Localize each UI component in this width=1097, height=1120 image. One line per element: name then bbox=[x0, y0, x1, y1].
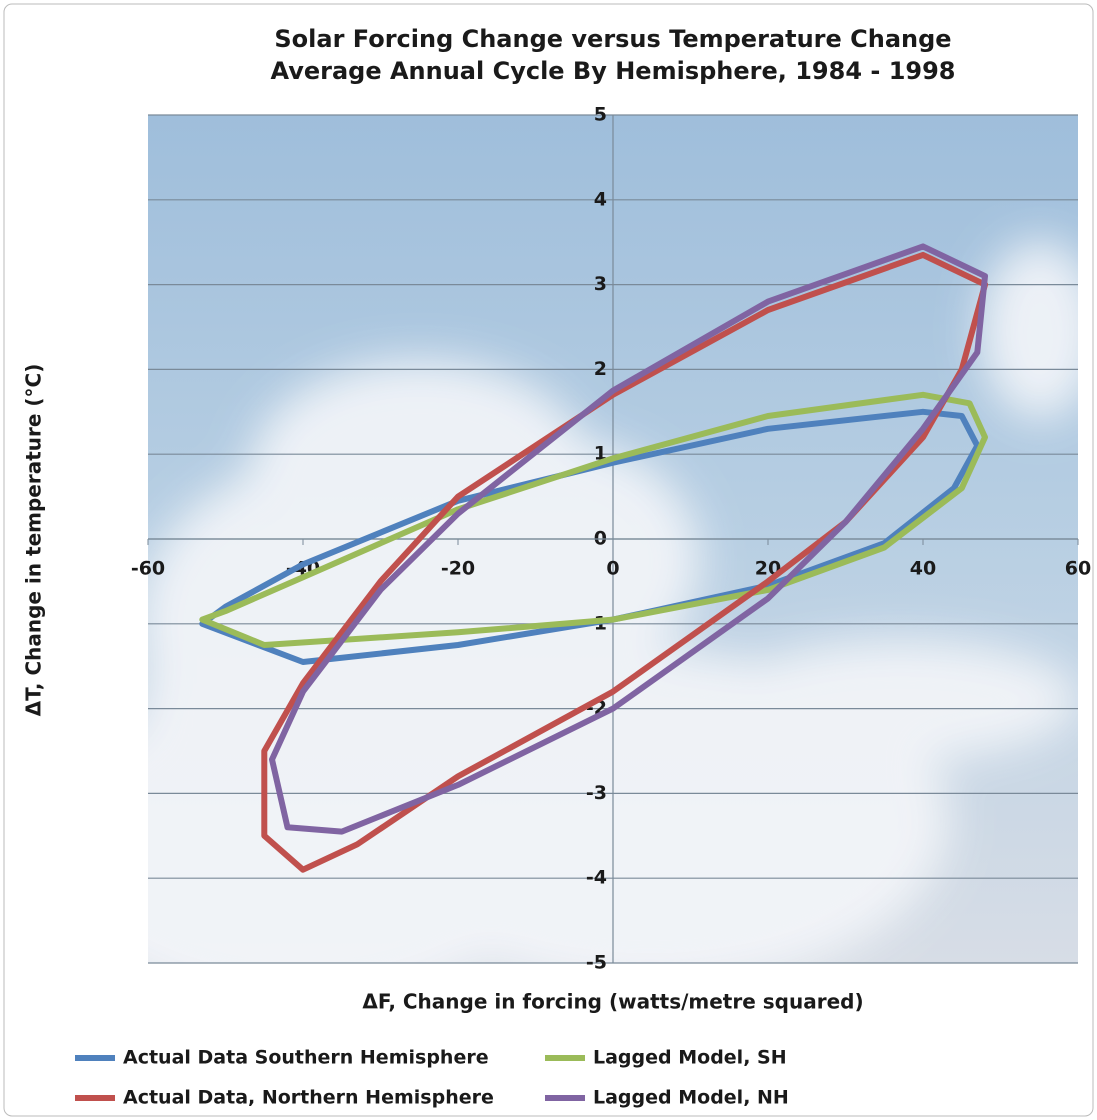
y-axis-label: ΔT, Change in temperature (°C) bbox=[22, 364, 46, 717]
legend-label: Lagged Model, NH bbox=[593, 1087, 789, 1109]
x-tick-label: -60 bbox=[131, 558, 165, 580]
x-tick-label: -20 bbox=[441, 558, 475, 580]
y-tick-label: -5 bbox=[586, 952, 607, 974]
y-tick-label: -3 bbox=[586, 782, 607, 804]
legend-label: Actual Data Southern Hemisphere bbox=[123, 1047, 489, 1069]
legend-label: Lagged Model, SH bbox=[593, 1047, 787, 1069]
legend-label: Actual Data, Northern Hemisphere bbox=[123, 1087, 494, 1109]
y-tick-label: 2 bbox=[594, 358, 607, 380]
chart-subtitle: Average Annual Cycle By Hemisphere, 1984… bbox=[270, 57, 955, 85]
x-tick-label: 40 bbox=[910, 558, 936, 580]
y-tick-label: -4 bbox=[586, 867, 607, 889]
series-line bbox=[199, 408, 981, 665]
y-tick-label: 3 bbox=[594, 273, 607, 295]
chart-title: Solar Forcing Change versus Temperature … bbox=[274, 25, 951, 53]
y-tick-label: 4 bbox=[594, 188, 607, 210]
series-line bbox=[269, 243, 988, 835]
series-line bbox=[261, 251, 988, 873]
x-axis-label: ΔF, Change in forcing (watts/metre squar… bbox=[362, 990, 863, 1014]
x-tick-label: 0 bbox=[606, 558, 619, 580]
series-line bbox=[199, 391, 988, 648]
y-tick-label: 5 bbox=[594, 104, 607, 126]
plot-background bbox=[148, 115, 1078, 963]
x-tick-label: 60 bbox=[1065, 558, 1091, 580]
